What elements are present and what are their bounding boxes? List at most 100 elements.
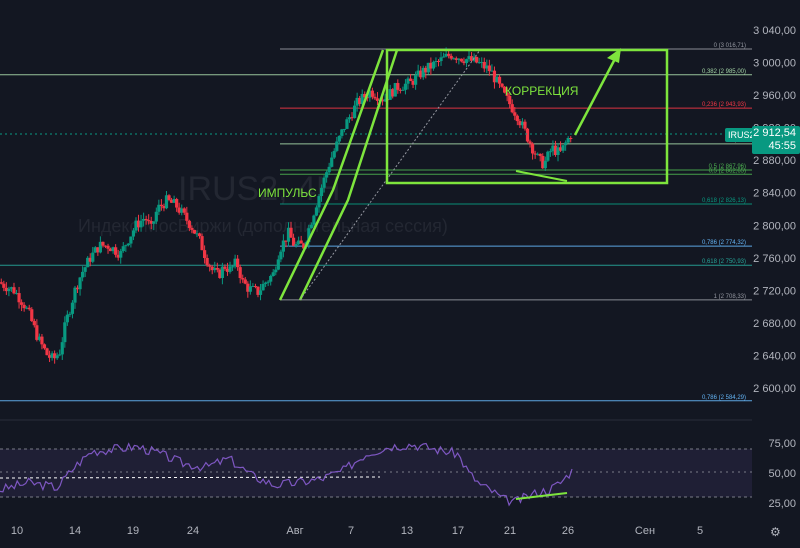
candle-body [548, 151, 552, 153]
time-axis[interactable]: 10 14 19 24 Авг 7 13 17 21 26 Сен 5 [11, 525, 703, 537]
candle-body [35, 325, 39, 340]
candle-body [152, 221, 156, 224]
candle-body [42, 344, 47, 349]
candle-body [103, 245, 108, 247]
price-axis-tick: 3 040,00 [753, 25, 796, 37]
candle-body [363, 93, 367, 98]
candle-body [75, 287, 80, 290]
candle-body [569, 138, 573, 140]
candle-body [426, 62, 430, 73]
candle-body [225, 268, 230, 272]
candle-body [124, 245, 128, 247]
candle-body [370, 90, 374, 97]
candle-body [454, 58, 458, 60]
candle-body [541, 155, 545, 169]
candle-body [30, 309, 34, 322]
candle-body [421, 67, 425, 78]
candle-body [464, 59, 469, 64]
candle-body [503, 86, 507, 93]
candle-body [536, 153, 540, 155]
candle-body [17, 293, 21, 303]
candle-body [325, 172, 329, 178]
candle-body [497, 76, 502, 84]
time-axis-tick: Авг [286, 525, 303, 537]
settings-gear-icon[interactable]: ⚙ [770, 525, 781, 539]
candle-body [238, 267, 242, 279]
candle-body [258, 290, 263, 295]
candle-body [114, 247, 118, 255]
candle-body [523, 121, 527, 129]
candle-body [487, 65, 491, 72]
candle-body [510, 104, 514, 113]
fib-level-label: 0,786 (2 584,29) [702, 395, 746, 401]
candle-body [126, 243, 130, 246]
candle-body [375, 98, 380, 101]
candle-body [121, 246, 125, 252]
candle-body [475, 56, 479, 63]
candle-body [495, 76, 499, 83]
candle-body [45, 348, 49, 356]
candle-body [469, 56, 474, 61]
candle-body [490, 70, 494, 72]
candle-body [83, 267, 87, 272]
price-axis-tick: 3 000,00 [753, 58, 796, 70]
candle-body [246, 283, 250, 292]
candle-body [70, 302, 75, 314]
candle-body [322, 177, 326, 188]
last-price-badge: 2 912,54 45:55 [752, 126, 800, 154]
candle-body [185, 212, 189, 221]
candle-body [358, 97, 362, 104]
price-axis-tick: 2 760,00 [753, 253, 796, 265]
candle-body [243, 279, 247, 284]
candle-body [25, 307, 29, 309]
candle-body [0, 282, 3, 284]
candle-body [355, 97, 359, 106]
price-axis[interactable]: 3 040,003 000,002 960,002 920,002 880,00… [753, 25, 796, 395]
candles [0, 47, 573, 364]
time-axis-tick: 13 [401, 525, 413, 537]
last-price-value: 2 912,54 [753, 127, 796, 139]
fib-level-label: 0,618 (2 826,13) [702, 198, 746, 204]
candle-body [157, 204, 161, 212]
trend-dotted-line [299, 49, 481, 301]
candle-body [195, 233, 199, 235]
fib-level-label: 0 (3 016,71) [714, 43, 746, 49]
price-axis-tick: 2 960,00 [753, 90, 796, 102]
candle-body [368, 90, 372, 98]
candle-body [159, 204, 163, 207]
candle-body [309, 224, 313, 229]
candle-body [281, 240, 285, 252]
candle-body [7, 288, 11, 292]
candle-body [203, 250, 207, 258]
candle-body [248, 286, 252, 292]
candle-body [190, 227, 194, 230]
price-axis-tick: 2 680,00 [753, 318, 796, 330]
candle-body [492, 70, 497, 83]
candle-body [452, 58, 456, 60]
candle-body [50, 353, 54, 358]
candle-body [556, 147, 560, 155]
candle-body [294, 244, 298, 246]
candle-body [149, 220, 153, 224]
candle-body [213, 267, 217, 271]
rsi-axis[interactable]: 75,00 50,00 25,00 [768, 438, 796, 510]
price-axis-tick: 2 600,00 [753, 383, 796, 395]
candle-body [403, 83, 408, 90]
rsi-band [0, 449, 752, 497]
candle-body [210, 266, 214, 271]
candle-body [200, 236, 204, 251]
candle-body [345, 119, 349, 129]
candle-body [500, 83, 504, 87]
candle-body [439, 57, 443, 62]
candle-body [251, 286, 255, 288]
candle-body [177, 207, 181, 213]
candle-body [533, 153, 537, 155]
candle-body [253, 286, 258, 288]
candle-body [480, 61, 484, 63]
time-axis-tick: 26 [562, 525, 574, 537]
candle-body [180, 208, 184, 213]
rsi-line [0, 442, 573, 507]
candle-body [119, 251, 123, 258]
candle-body [314, 207, 319, 216]
